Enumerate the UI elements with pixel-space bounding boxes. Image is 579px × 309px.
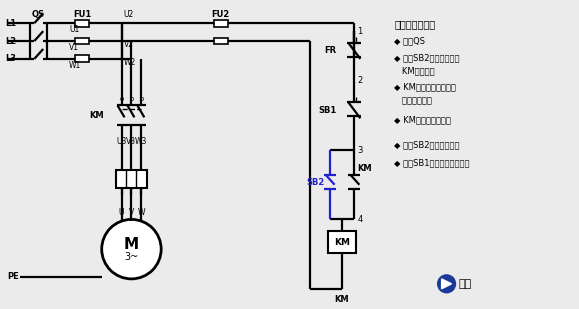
Text: QS: QS xyxy=(32,10,45,19)
Text: V3: V3 xyxy=(126,137,137,146)
Text: 1: 1 xyxy=(357,27,362,36)
Text: V1: V1 xyxy=(69,43,79,52)
Text: SB1: SB1 xyxy=(318,106,336,115)
Text: L3: L3 xyxy=(6,54,17,63)
Text: L2: L2 xyxy=(6,36,17,45)
Text: 4: 4 xyxy=(357,215,362,224)
Text: FU2: FU2 xyxy=(211,10,230,19)
Text: 工作流程分析：: 工作流程分析： xyxy=(394,19,435,29)
Text: 接通电机启动: 接通电机启动 xyxy=(394,96,432,106)
Text: ◆ KM主触点闭合主线路: ◆ KM主触点闭合主线路 xyxy=(394,83,456,92)
Text: KM线圈得电: KM线圈得电 xyxy=(394,67,435,76)
Text: W3: W3 xyxy=(135,137,148,146)
Bar xyxy=(75,20,89,27)
Text: ◆ 松开SB2电机保持转动: ◆ 松开SB2电机保持转动 xyxy=(394,140,460,149)
Text: W: W xyxy=(138,209,145,218)
Text: KM: KM xyxy=(89,111,104,120)
Text: ◆ KM辅触点闭合自锁: ◆ KM辅触点闭合自锁 xyxy=(394,115,451,124)
Text: ◆ 按下SB1电路失电电机停转: ◆ 按下SB1电路失电电机停转 xyxy=(394,158,470,167)
Text: PE: PE xyxy=(8,273,19,281)
Text: KM: KM xyxy=(334,238,350,247)
Bar xyxy=(75,38,89,44)
Text: M: M xyxy=(124,237,139,252)
Text: FU1: FU1 xyxy=(73,10,91,19)
Text: 开始: 开始 xyxy=(459,279,472,289)
Text: U1: U1 xyxy=(69,25,79,34)
Text: W1: W1 xyxy=(69,61,81,70)
Text: U2: U2 xyxy=(123,10,134,19)
Bar xyxy=(75,55,89,62)
Polygon shape xyxy=(442,279,452,289)
Text: ◆ 按下SB2控制电路闭合: ◆ 按下SB2控制电路闭合 xyxy=(394,53,460,62)
Text: L1: L1 xyxy=(6,19,17,28)
Text: 3~: 3~ xyxy=(124,252,138,262)
Text: U: U xyxy=(119,209,124,218)
Bar xyxy=(214,20,228,27)
Text: V2: V2 xyxy=(123,40,134,49)
Text: FR: FR xyxy=(324,46,336,55)
Text: KM: KM xyxy=(335,295,349,304)
Text: KM: KM xyxy=(357,164,372,173)
Text: ◆ 闭合QS: ◆ 闭合QS xyxy=(394,36,425,45)
Text: W2: W2 xyxy=(123,58,135,67)
Text: 2: 2 xyxy=(357,76,362,85)
Text: U3: U3 xyxy=(116,137,127,146)
Text: o: o xyxy=(129,96,134,103)
Text: o: o xyxy=(119,96,124,103)
Bar xyxy=(328,231,356,253)
Circle shape xyxy=(102,219,161,279)
Bar xyxy=(116,170,147,188)
Text: 3: 3 xyxy=(357,146,363,154)
Text: SB2: SB2 xyxy=(306,178,325,187)
Text: o: o xyxy=(139,96,144,103)
Text: V: V xyxy=(129,209,134,218)
Bar xyxy=(214,38,228,44)
Circle shape xyxy=(438,275,456,293)
